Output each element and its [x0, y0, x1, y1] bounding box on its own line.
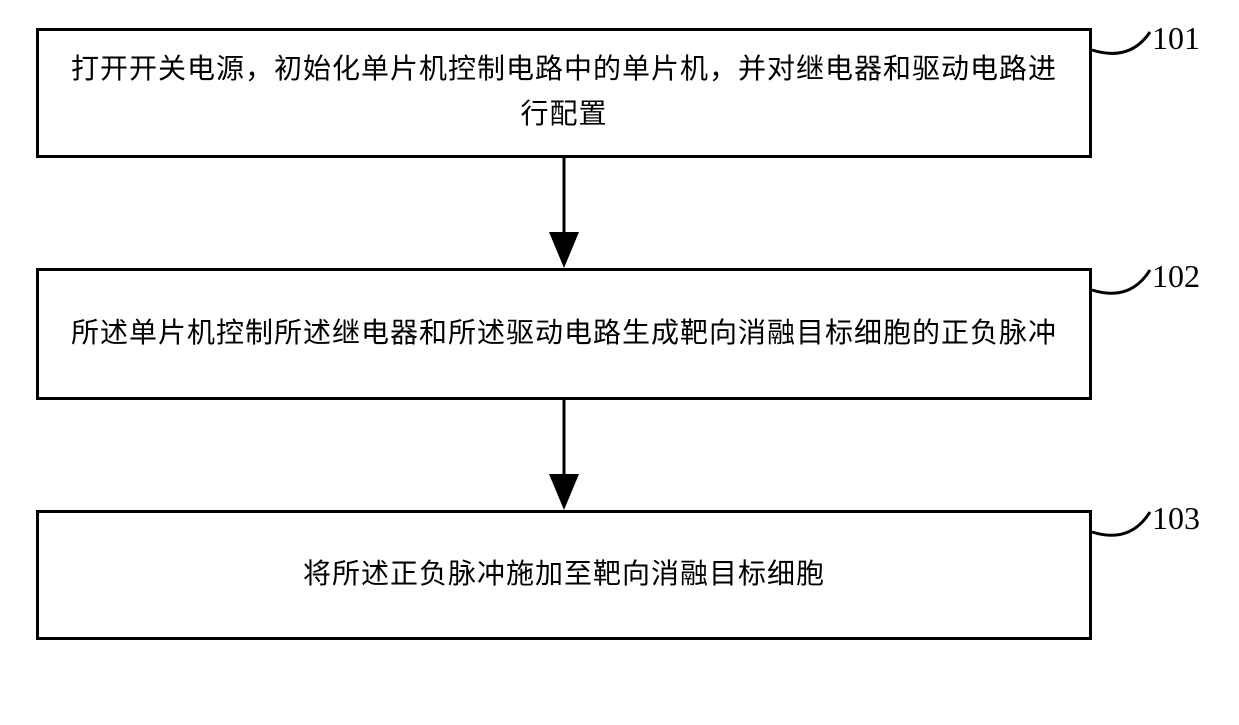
node-label-101: 101 [1152, 20, 1200, 57]
node-text: 将所述正负脉冲施加至靶向消融目标细胞 [303, 553, 825, 598]
label-connector [1092, 32, 1150, 53]
flowchart-node-step1: 打开开关电源，初始化单片机控制电路中的单片机，并对继电器和驱动电路进行配置 [36, 28, 1092, 158]
flowchart-node-step3: 将所述正负脉冲施加至靶向消融目标细胞 [36, 510, 1092, 640]
flowchart-canvas: 打开开关电源，初始化单片机控制电路中的单片机，并对继电器和驱动电路进行配置 10… [0, 0, 1239, 725]
node-text: 所述单片机控制所述继电器和所述驱动电路生成靶向消融目标细胞的正负脉冲 [71, 312, 1057, 357]
label-connector [1092, 512, 1150, 535]
label-connector [1092, 270, 1150, 293]
flowchart-node-step2: 所述单片机控制所述继电器和所述驱动电路生成靶向消融目标细胞的正负脉冲 [36, 268, 1092, 400]
node-text: 打开开关电源，初始化单片机控制电路中的单片机，并对继电器和驱动电路进行配置 [69, 48, 1059, 138]
node-label-102: 102 [1152, 258, 1200, 295]
node-label-103: 103 [1152, 500, 1200, 537]
